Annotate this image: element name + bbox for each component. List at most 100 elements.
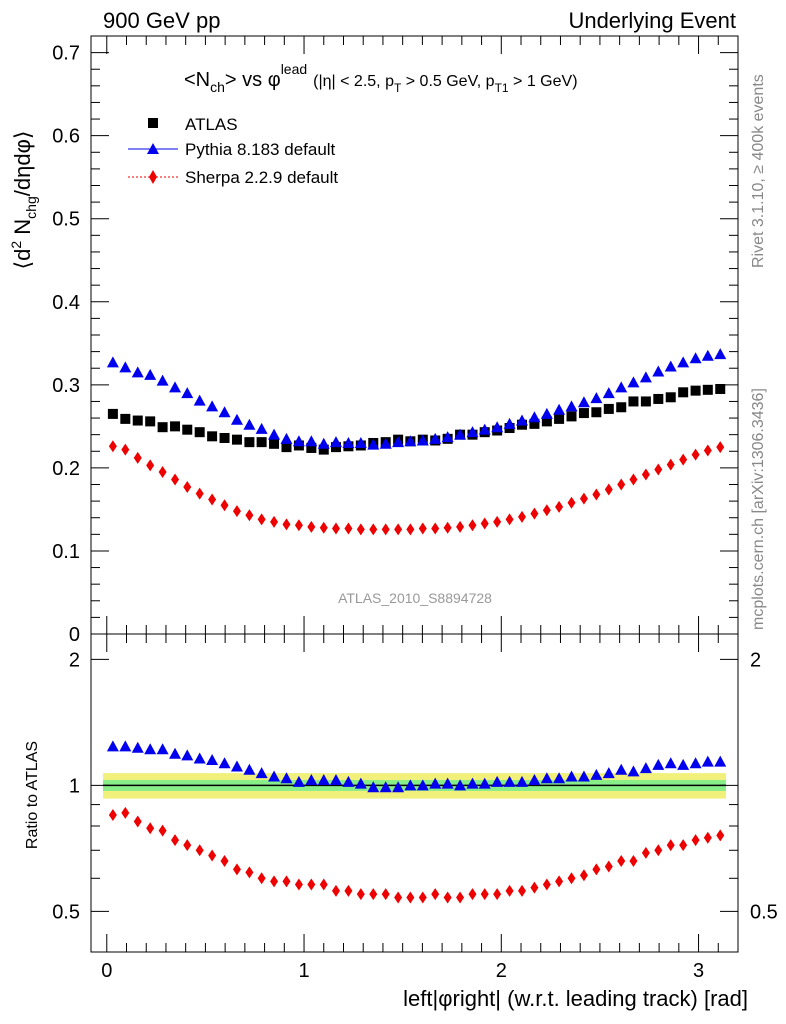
- sherpa-point: [183, 480, 192, 493]
- pythia-ratio-point: [144, 743, 157, 755]
- legend-sherpa-label: Sherpa 2.2.9 default: [185, 168, 338, 187]
- sherpa-point: [629, 473, 638, 486]
- sherpa-point: [604, 483, 613, 496]
- xtick-labels: 0 1 2 3: [101, 960, 704, 982]
- sherpa-point: [641, 468, 650, 481]
- main-axis-ticks: [91, 35, 738, 635]
- main-ytick-label: 0.6: [52, 126, 80, 148]
- sherpa-ratio-point: [654, 844, 663, 857]
- main-ytick-label: 0.2: [52, 458, 80, 480]
- sherpa-ratio-point: [307, 878, 316, 891]
- sherpa-ratio-point: [716, 829, 725, 842]
- pythia-ratio-point: [404, 779, 417, 791]
- pythia-point: [416, 434, 429, 446]
- main-ytick-label: 0.1: [52, 541, 80, 563]
- sherpa-ratio-point: [108, 808, 117, 821]
- pythia-point: [206, 400, 219, 412]
- pythia-point: [701, 349, 714, 361]
- sherpa-ratio-point: [555, 875, 564, 888]
- pythia-ratio-point: [602, 767, 615, 779]
- sherpa-ratio-point: [319, 878, 328, 891]
- pythia-ratio-point: [565, 770, 578, 782]
- pythia-point: [491, 421, 504, 433]
- sherpa-point: [356, 523, 365, 536]
- main-title: <Nch> vs φlead (|η| < 2.5, pT > 0.5 GeV, …: [184, 61, 578, 95]
- sherpa-point: [381, 523, 390, 536]
- pythia-ratio-point: [119, 740, 132, 752]
- pythia-point: [528, 411, 541, 423]
- pythia-ratio-point: [590, 768, 603, 780]
- main-ytick-labels: 0 0.1 0.2 0.3 0.4 0.5 0.6 0.7: [52, 43, 80, 646]
- sherpa-point: [344, 522, 353, 535]
- pythia-ratio-point: [416, 779, 429, 791]
- main-y-label: ⟨d2 Nchg/dηdφ⟩: [8, 131, 39, 270]
- sherpa-point: [294, 519, 303, 532]
- ratio-uncertainty-band: [103, 773, 726, 799]
- sherpa-ratio-point: [282, 875, 291, 888]
- sherpa-point: [468, 519, 477, 532]
- sherpa-ratio-point: [703, 831, 712, 844]
- pythia-point: [441, 431, 454, 443]
- pythia-ratio-point: [441, 777, 454, 789]
- sherpa-point: [691, 448, 700, 461]
- mcplots-label: mcplots.cern.ch [arXiv:1306.3436]: [750, 388, 767, 630]
- pythia-ratio-point: [305, 774, 318, 786]
- pythia-ratio-point: [230, 760, 243, 772]
- pythia-point: [169, 381, 182, 393]
- atlas-point: [653, 393, 664, 404]
- sherpa-ratio-point: [294, 878, 303, 891]
- sherpa-ratio-point: [195, 844, 204, 857]
- ratio-y-label: Ratio to ATLAS: [24, 741, 41, 849]
- pythia-point: [367, 438, 380, 450]
- atlas-point: [107, 408, 118, 419]
- sherpa-ratio-point: [406, 891, 415, 904]
- pythia-point: [292, 435, 305, 447]
- legend: ATLAS Pythia 8.183 default Sherpa 2.2.9 …: [128, 115, 338, 187]
- sherpa-ratio-point: [666, 839, 675, 852]
- pythia-point: [268, 428, 281, 440]
- pythia-point: [577, 396, 590, 408]
- pythia-ratio-point: [268, 770, 281, 782]
- sherpa-point: [220, 499, 229, 512]
- title-cut2: > 0.5 GeV, p: [401, 73, 494, 90]
- atlas-point: [591, 407, 602, 418]
- atlas-point: [665, 392, 676, 403]
- sherpa-point: [245, 509, 254, 522]
- sherpa-point: [146, 459, 155, 472]
- pythia-ratio-point: [516, 775, 529, 787]
- sherpa-point: [121, 443, 130, 456]
- sherpa-ratio-point: [331, 884, 340, 897]
- sherpa-point: [567, 496, 576, 509]
- sherpa-point: [666, 458, 675, 471]
- sherpa-point: [443, 521, 452, 534]
- sherpa-point: [679, 453, 688, 466]
- sherpa-ratio-point: [183, 839, 192, 852]
- sherpa-ratio-point: [344, 884, 353, 897]
- sherpa-ratio-point: [158, 824, 167, 837]
- ylabel-mid: N: [10, 219, 35, 241]
- pythia-ratio-point: [329, 774, 342, 786]
- sherpa-point: [208, 493, 217, 506]
- pythia-point: [466, 426, 479, 438]
- sherpa-ratio-point: [641, 846, 650, 859]
- pythia-ratio-point: [540, 772, 553, 784]
- ylabel-end: /dηdφ⟩: [10, 131, 35, 197]
- sherpa-point: [530, 507, 539, 520]
- atlas-point: [690, 385, 701, 396]
- pythia-point: [379, 437, 392, 449]
- atlas-point: [541, 416, 552, 427]
- sherpa-point: [369, 523, 378, 536]
- atlas-point: [170, 421, 181, 432]
- atlas-point: [157, 422, 168, 433]
- pythia-point: [404, 435, 417, 447]
- sherpa-point: [431, 522, 440, 535]
- sherpa-point: [307, 520, 316, 533]
- ratio-ytick-labels-right: 0.52: [750, 649, 778, 923]
- sherpa-point: [394, 523, 403, 536]
- pythia-ratio-point: [689, 757, 702, 769]
- pythia-point: [181, 387, 194, 399]
- xtick-label: 0: [101, 960, 112, 982]
- xtick-label: 3: [693, 960, 704, 982]
- pythia-point: [354, 436, 367, 448]
